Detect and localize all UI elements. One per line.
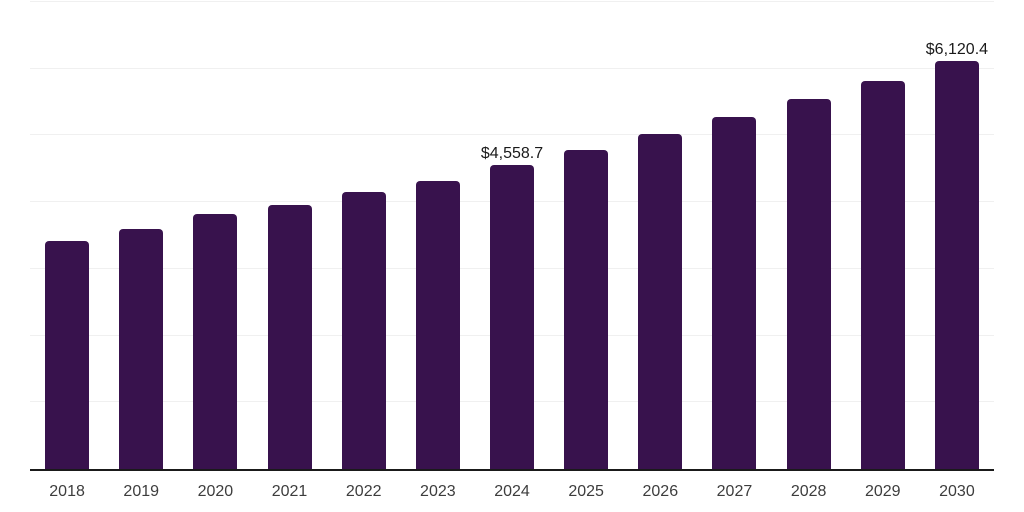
bar-slot-2024: $4,558.7: [475, 2, 549, 469]
data-label-2024: $4,558.7: [480, 144, 544, 162]
bar-2025[interactable]: [564, 150, 609, 469]
bar-2027[interactable]: [712, 116, 757, 469]
bar-slot-2025: [549, 2, 623, 469]
x-tick-2027: 2027: [716, 483, 753, 500]
gridline-5000: [30, 134, 994, 136]
bar-slot-2019: [104, 2, 178, 469]
x-tick-2018: 2018: [49, 483, 85, 500]
x-tick-2023: 2023: [420, 483, 456, 500]
bar-2030[interactable]: [934, 60, 979, 469]
x-axis-labels: 2018 2019 2020 2021 2022 2023 2024 2025 2026 2027…: [30, 483, 994, 503]
x-tick-2030: 2030: [939, 483, 975, 500]
bar-2020[interactable]: [193, 214, 238, 469]
bar-2026[interactable]: [638, 134, 683, 469]
bar-slot-2022: [327, 2, 401, 469]
bar-2023[interactable]: [415, 180, 460, 469]
bar-2021[interactable]: [267, 205, 312, 469]
x-tick-2020: 2020: [197, 483, 234, 500]
bar-slot-2028: [772, 2, 846, 469]
x-tick-2019: 2019: [123, 483, 160, 500]
bar-slot-2021: [252, 2, 326, 469]
gridline-7000: [30, 1, 994, 2]
bar-slot-2023: [401, 2, 475, 469]
bar-2029[interactable]: [860, 81, 905, 469]
bar-2022[interactable]: [341, 191, 386, 469]
x-tick-2026: 2026: [642, 483, 679, 500]
x-tick-2028: 2028: [790, 483, 827, 500]
x-tick-2024: 2024: [494, 483, 530, 500]
bar-2028[interactable]: [786, 99, 831, 469]
data-label-2030: $6,120.4: [925, 40, 989, 58]
bar-2018[interactable]: [45, 240, 90, 469]
x-tick-2022: 2022: [345, 483, 382, 500]
x-tick-2021: 2021: [271, 483, 308, 500]
gridline-6000: [30, 67, 994, 69]
bar-slot-2030: $6,120.4: [920, 2, 994, 469]
bar-2019[interactable]: [119, 228, 164, 469]
bar-slot-2027: [697, 2, 771, 469]
bar-2024[interactable]: [489, 164, 534, 469]
plot-area: $4,558.7 $6,120.4: [30, 1, 994, 471]
x-tick-2029: 2029: [864, 483, 901, 500]
bar-slot-2018: [30, 2, 104, 469]
bar-slot-2026: [623, 2, 697, 469]
bar-slot-2020: [178, 2, 252, 469]
bar-slot-2029: [846, 2, 920, 469]
x-tick-2025: 2025: [568, 483, 604, 500]
